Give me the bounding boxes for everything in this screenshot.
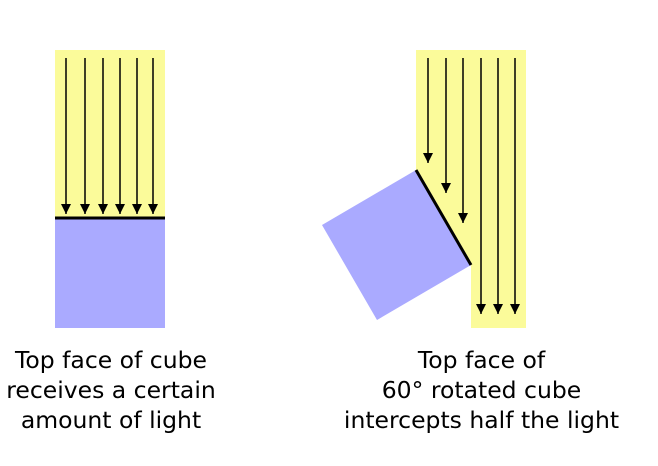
left-light-beam xyxy=(55,50,165,218)
left-light-rays xyxy=(61,58,158,214)
left-caption: Top face of cube receives a certain amou… xyxy=(0,345,222,435)
right-panel-figure xyxy=(322,50,526,328)
caption-line: amount of light xyxy=(20,406,202,434)
right-caption: Top face of 60° rotated cube intercepts … xyxy=(330,345,633,435)
left-cube-face xyxy=(55,218,165,328)
caption-line: intercepts half the light xyxy=(343,406,620,434)
caption-line: Top face of cube xyxy=(15,346,207,374)
left-panel-figure xyxy=(55,50,165,328)
right-rotated-cube xyxy=(322,170,471,320)
caption-line: Top face of xyxy=(417,346,546,374)
right-light-rays xyxy=(423,58,520,314)
right-cube-top-edge xyxy=(414,169,473,266)
caption-line: 60° rotated cube xyxy=(381,376,582,404)
caption-line: receives a certain xyxy=(6,376,216,404)
